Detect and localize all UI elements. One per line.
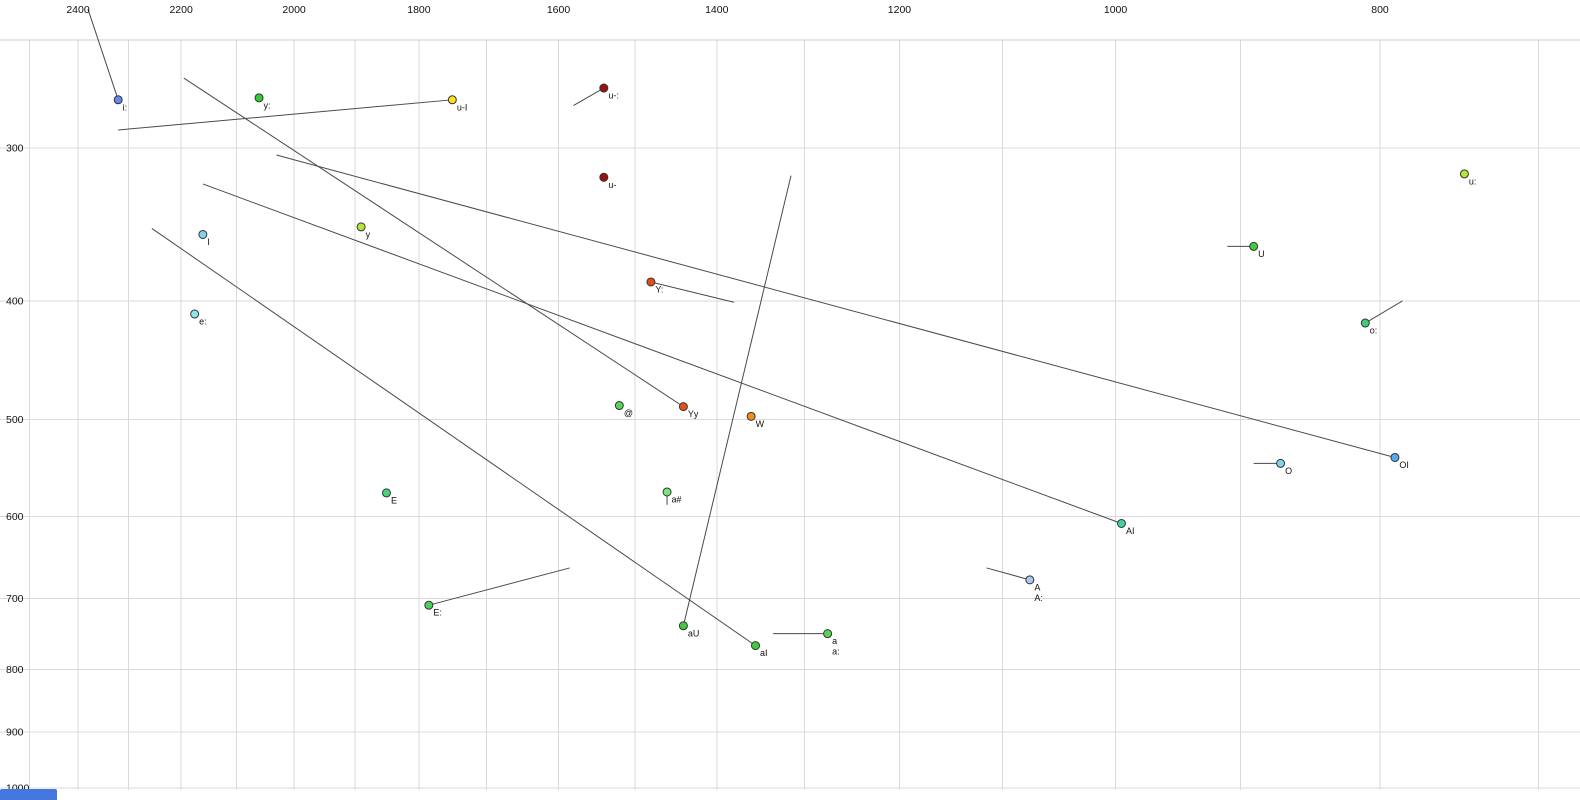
point-I[interactable] bbox=[198, 229, 208, 239]
trajectory-line-u-:-onset bbox=[573, 87, 605, 107]
point-u-I[interactable] bbox=[447, 95, 457, 105]
x-tick-label: 2000 bbox=[282, 4, 306, 16]
y-tick-label: 400 bbox=[6, 295, 24, 307]
point-aI[interactable] bbox=[751, 641, 761, 651]
point-label-E: E bbox=[391, 495, 397, 505]
point-label-OI: OI bbox=[1399, 460, 1409, 470]
trajectory-line-u-I-glide bbox=[118, 99, 453, 131]
trajectory-line-aI-glide bbox=[151, 228, 756, 647]
point-label-aI: aI bbox=[760, 648, 768, 658]
point-Yy[interactable] bbox=[678, 402, 688, 412]
point-OI[interactable] bbox=[1390, 452, 1400, 462]
point-O[interactable] bbox=[1276, 458, 1286, 468]
point-u-:[interactable] bbox=[599, 83, 609, 93]
point-E[interactable] bbox=[381, 488, 391, 498]
x-tick-label: 1600 bbox=[547, 4, 571, 16]
point-label-u-: u- bbox=[608, 180, 616, 190]
x-tick-label: 2200 bbox=[169, 4, 193, 16]
trajectory-line-aU-glide bbox=[682, 175, 792, 626]
point-label-Yy: Yy bbox=[688, 409, 699, 419]
point-label-aU: aU bbox=[688, 628, 700, 638]
x-tick-label: 1400 bbox=[705, 4, 729, 16]
point-U[interactable] bbox=[1249, 241, 1259, 251]
trajectory-line-E:-offglide bbox=[428, 567, 570, 606]
point-aU[interactable] bbox=[678, 621, 688, 631]
y-tick-label: 300 bbox=[6, 143, 24, 155]
trajectory-line-OI-glide bbox=[276, 154, 1396, 458]
point-label-u:: u: bbox=[1469, 176, 1477, 186]
point-label-y: y bbox=[366, 229, 371, 239]
x-tick-label: 1800 bbox=[407, 4, 431, 16]
y-tick-label: 900 bbox=[6, 726, 24, 738]
trajectory-line-i:-onset bbox=[87, 8, 119, 100]
x-tick-label: 800 bbox=[1371, 4, 1389, 16]
point-label-U: U bbox=[1258, 249, 1265, 259]
point-label-u-:: u-: bbox=[608, 91, 619, 101]
point-a#[interactable] bbox=[662, 487, 672, 497]
point-y:[interactable] bbox=[254, 93, 264, 103]
point-E:[interactable] bbox=[424, 600, 434, 610]
point-label-o:: o: bbox=[1370, 326, 1378, 336]
x-tick-label: 2400 bbox=[66, 4, 90, 16]
point-AI[interactable] bbox=[1116, 518, 1126, 528]
bottom-left-accent bbox=[0, 789, 57, 800]
point-label-O: O bbox=[1285, 466, 1292, 476]
trajectory-line-AI-glide bbox=[202, 183, 1122, 524]
point-label-I: I bbox=[207, 237, 210, 247]
point-label-y:: y: bbox=[264, 100, 271, 110]
point-label-E:: E: bbox=[433, 608, 442, 618]
point-label-a: a bbox=[832, 636, 837, 646]
point-label-e:: e: bbox=[199, 317, 207, 327]
point-Y:[interactable] bbox=[646, 277, 656, 287]
point-o:[interactable] bbox=[1360, 318, 1370, 328]
y-tick-label: 700 bbox=[6, 593, 24, 605]
point-label-i:: i: bbox=[123, 102, 128, 112]
point-u:[interactable] bbox=[1459, 169, 1469, 179]
point-label-Y:: Y: bbox=[655, 284, 663, 294]
x-tick-label: 1000 bbox=[1104, 4, 1128, 16]
point-W[interactable] bbox=[746, 411, 756, 421]
point-A[interactable] bbox=[1025, 575, 1035, 585]
trajectory-line-o:-offglide bbox=[1365, 300, 1403, 324]
point-e:[interactable] bbox=[190, 309, 200, 319]
trajectory-line-Yy-glide bbox=[183, 77, 684, 408]
point-label-@: @ bbox=[624, 408, 633, 418]
point-label-A:: A: bbox=[1034, 593, 1043, 603]
point-label-AI: AI bbox=[1126, 526, 1135, 536]
point-@[interactable] bbox=[614, 401, 624, 411]
y-tick-label: 600 bbox=[6, 511, 24, 523]
trajectory-line-Y:-offglide bbox=[650, 281, 734, 303]
point-label-W: W bbox=[756, 419, 765, 429]
point-i:[interactable] bbox=[113, 95, 123, 105]
point-a[interactable] bbox=[823, 629, 833, 639]
point-label-a#: a# bbox=[672, 494, 682, 504]
x-tick-label: 1200 bbox=[888, 4, 912, 16]
point-label-A: A bbox=[1034, 582, 1040, 592]
trajectory-line-A-onset bbox=[986, 567, 1030, 581]
y-tick-label: 800 bbox=[6, 664, 24, 676]
point-u-[interactable] bbox=[599, 172, 609, 182]
y-tick-label: 500 bbox=[6, 414, 24, 426]
point-y[interactable] bbox=[356, 222, 366, 232]
point-label-a:: a: bbox=[832, 647, 840, 657]
point-label-u-I: u-I bbox=[457, 102, 468, 112]
